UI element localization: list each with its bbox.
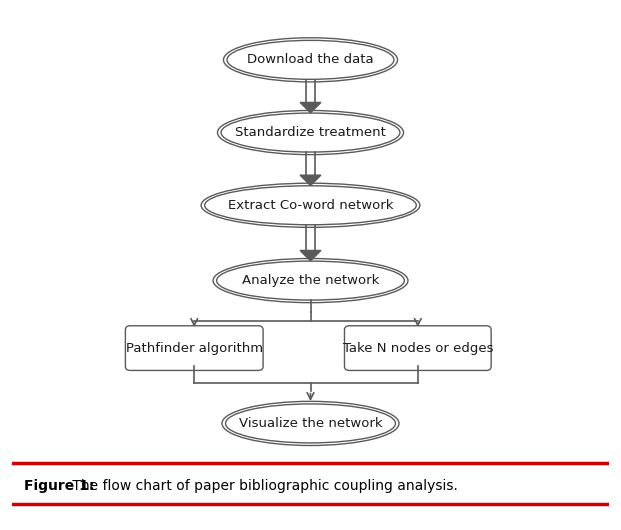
- Ellipse shape: [224, 38, 397, 82]
- Ellipse shape: [217, 110, 404, 155]
- Text: Extract Co-word network: Extract Co-word network: [228, 199, 393, 212]
- Ellipse shape: [213, 259, 408, 303]
- Text: Visualize the network: Visualize the network: [238, 417, 383, 430]
- Text: Download the data: Download the data: [247, 54, 374, 66]
- Text: The flow chart of paper bibliographic coupling analysis.: The flow chart of paper bibliographic co…: [68, 479, 458, 493]
- Ellipse shape: [201, 183, 420, 227]
- Polygon shape: [300, 102, 321, 113]
- Text: Analyze the network: Analyze the network: [242, 274, 379, 287]
- Text: Standardize treatment: Standardize treatment: [235, 126, 386, 139]
- Text: Figure 1:: Figure 1:: [24, 479, 95, 493]
- Text: Pathfinder algorithm: Pathfinder algorithm: [125, 342, 263, 355]
- Text: Take N nodes or edges: Take N nodes or edges: [343, 342, 493, 355]
- Polygon shape: [300, 175, 321, 186]
- Polygon shape: [300, 251, 321, 261]
- Ellipse shape: [222, 401, 399, 446]
- FancyBboxPatch shape: [345, 326, 491, 370]
- FancyBboxPatch shape: [125, 326, 263, 370]
